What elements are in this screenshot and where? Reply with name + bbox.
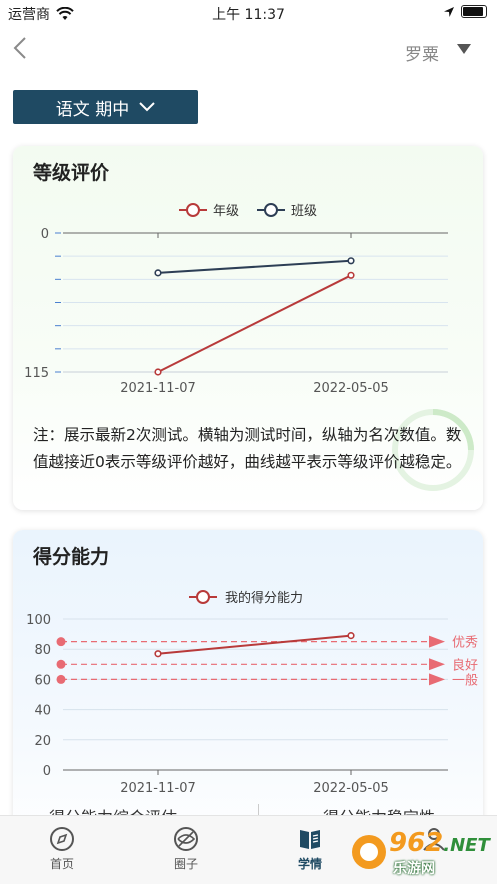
location-arrow-icon [444,6,454,17]
x-tick-label: 2021-11-07 [120,381,196,396]
legend-swatch-marker [264,203,278,217]
tab-circle[interactable]: 圈子 [146,826,226,872]
chevron-left-icon[interactable] [12,36,28,60]
legend-label: 班级 [291,204,317,219]
circle-slash-icon [174,827,198,851]
y-tick-label: 40 [34,704,51,719]
user-name[interactable]: 罗粟 [405,45,439,65]
grade-chart: 0 115 2021-11-07 2022-05-05 年级 班级 [24,203,448,396]
score-card-title: 得分能力 [33,546,110,568]
exam-select[interactable]: 语文 期中 [13,90,198,124]
status-left: 运营商 [8,4,74,24]
legend-swatch-marker [196,590,210,604]
status-time: 上午 11:37 [212,7,285,23]
tab-study-label: 学情 [297,857,322,871]
y-tick-label: 80 [34,643,51,658]
reference-label: 优秀 [452,636,478,651]
watermark-text: 乐游网 [393,861,435,877]
watermark-logo-icon [352,835,386,869]
y-tick-label: 100 [26,613,51,628]
x-tick-label: 2022-05-05 [313,781,389,796]
tab-home[interactable]: 首页 [22,826,102,872]
legend-label: 年级 [213,204,239,219]
series-line [157,634,352,655]
score-summary-labels: 得分能力综合评估 得分能力稳定性 [13,804,483,818]
grade-card: 等级评价 0 115 2021-11-07 2022-05-05 年级 班级 注：展示最… [13,146,483,510]
data-point [154,368,162,376]
site-watermark: 962.NET 乐游网 [349,826,490,878]
reference-arrow [429,658,445,671]
score-stability-label: 得分能力稳定性 [323,808,436,818]
legend-swatch-marker [186,203,200,217]
data-point [154,650,162,658]
y-tick-label: 0 [41,227,49,242]
tab-home-label: 首页 [49,857,74,871]
watermark-number: 962.NET [389,828,490,858]
status-right [443,5,487,18]
tab-mine[interactable]: 我的 [394,826,474,872]
triangle-down-icon[interactable] [457,43,471,55]
battery-icon [461,5,487,18]
grade-note: 注：展示最新2次测试。横轴为测试时间，纵轴为名次数值。数值越接近0表示等级评价越… [33,426,462,471]
data-point [347,257,355,265]
data-point [347,632,355,640]
wifi-icon [56,7,74,20]
reference-arrow [429,673,445,686]
loading-ring-icon [392,409,474,491]
y-tick-label: 20 [34,734,51,749]
compass-icon [50,827,74,851]
reference-label: 一般 [452,672,478,688]
chevron-down-icon [139,102,155,112]
tab-study[interactable]: 学情 [270,826,350,872]
data-point [347,271,355,279]
grade-card-title: 等级评价 [33,162,110,184]
reference-label: 良好 [452,657,478,673]
exam-select-label: 语文 期中 [55,99,130,120]
x-tick-label: 2022-05-05 [313,381,389,396]
carrier-label: 运营商 [8,7,50,23]
legend-label: 我的得分能力 [225,590,303,606]
y-tick-label: 0 [43,764,51,779]
person-icon [423,828,445,851]
tab-bar: 首页 圈子 学情 我的 [0,815,497,884]
y-tick-label: 60 [34,673,51,688]
score-card: 得分能力 优秀良好 一般 0 20 40 60 80 100 2021-11-07 2022-0… [13,530,483,850]
series-line [157,274,352,373]
y-tick-label: 115 [24,366,49,381]
divider [258,804,259,818]
tab-circle-label: 圈子 [173,857,198,871]
reference-arrow [429,635,445,648]
x-tick-label: 2021-11-07 [120,781,196,796]
status-bar: 运营商 上午 11:37 [0,0,497,26]
data-point [154,269,162,277]
series-line [157,259,352,274]
score-overall-label: 得分能力综合评估 [49,808,178,818]
nav-bar: 罗粟 [0,30,497,72]
book-icon [300,830,320,849]
